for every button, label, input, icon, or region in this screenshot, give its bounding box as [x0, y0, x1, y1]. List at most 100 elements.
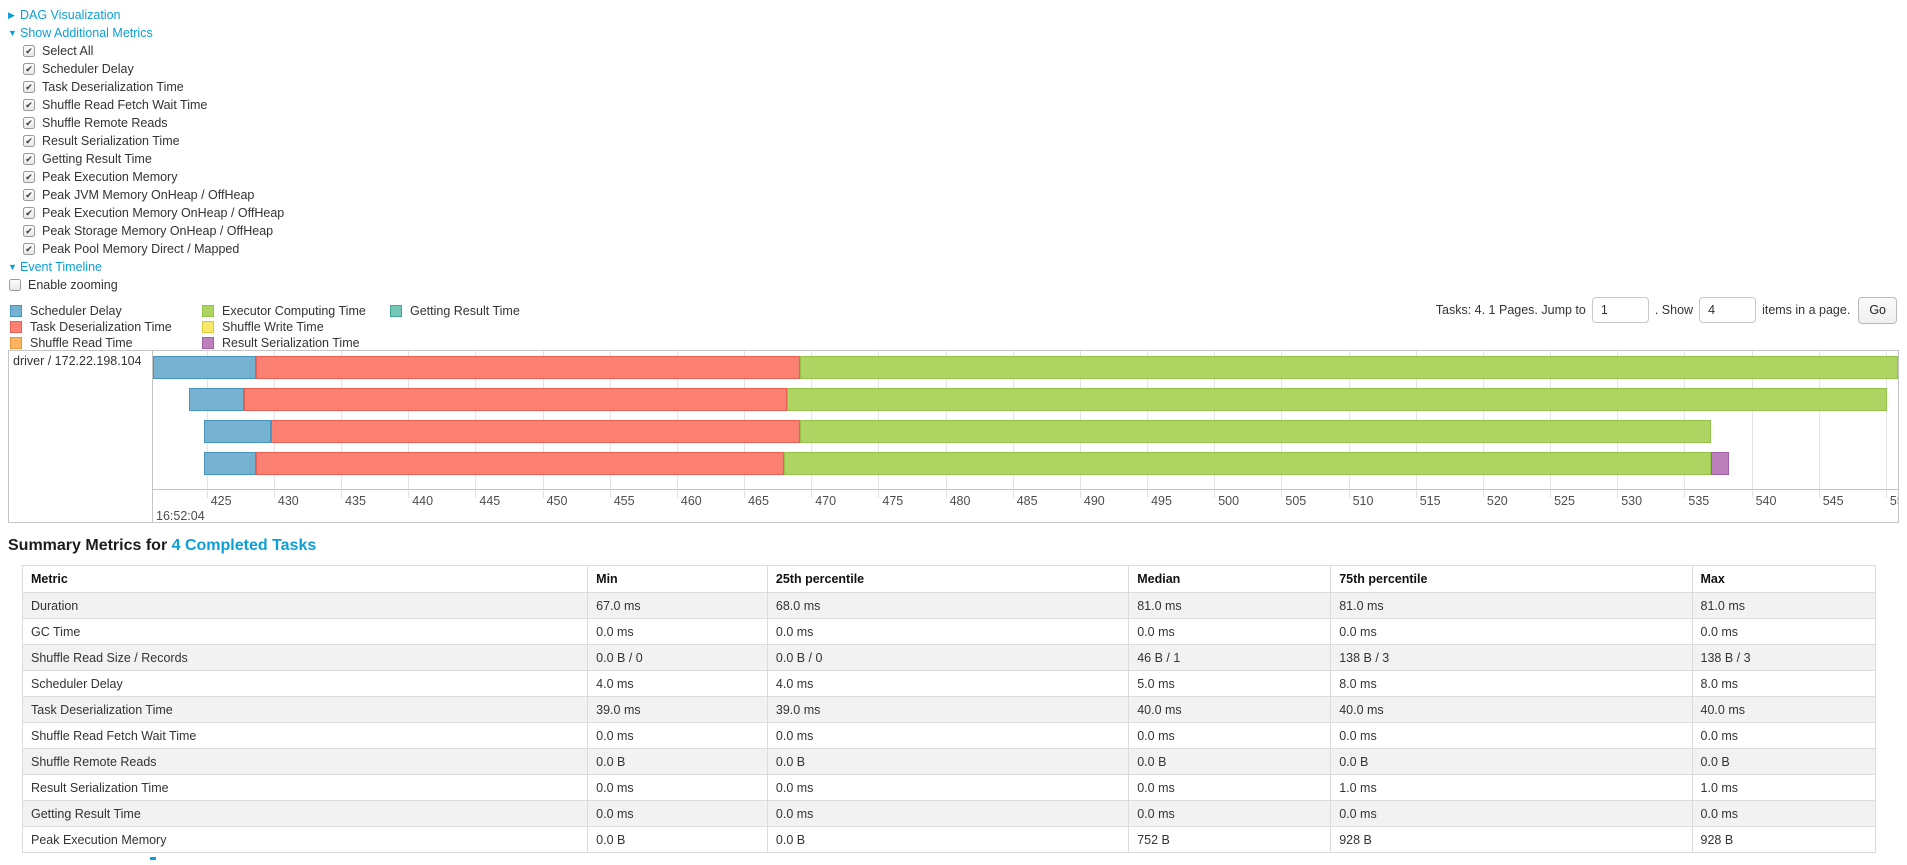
task-bar-segment-task-deserialization-time[interactable]: [271, 420, 801, 443]
task-bar-segment-scheduler-delay[interactable]: [204, 452, 257, 475]
checkbox-getting-result-time[interactable]: ✔: [23, 153, 35, 165]
timeline-gridline: [1885, 351, 1887, 489]
legend-label: Result Serialization Time: [222, 336, 360, 350]
task-bar-segment-executor-computing-time[interactable]: [784, 452, 1712, 475]
task-bar-segment-scheduler-delay[interactable]: [189, 388, 245, 411]
checkbox-peak-jvm-memory-onheap-offheap[interactable]: ✔: [23, 189, 35, 201]
checkbox-label-getting-result-time: Getting Result Time: [42, 152, 152, 166]
axis-tick-mark: [1482, 491, 1484, 498]
axis-tick-label: 475: [882, 494, 904, 508]
go-button[interactable]: Go: [1858, 296, 1897, 324]
column-header-75th-percentile: 75th percentile: [1330, 565, 1693, 593]
axis-tick-label: 455: [613, 494, 635, 508]
metric-checkbox-row: ✔ Shuffle Remote Reads: [23, 114, 1899, 132]
legend-item-getting-result-time: Getting Result Time: [390, 303, 520, 319]
legend-label: Shuffle Write Time: [222, 320, 324, 334]
metric-value-cell: 0.0 B / 0: [587, 644, 768, 671]
axis-tick-label: 530: [1621, 494, 1643, 508]
task-bar-segment-result-serialization-time[interactable]: [1711, 452, 1729, 475]
metric-checkbox-row: ✔ Getting Result Time: [23, 150, 1899, 168]
checkbox-result-serialization-time[interactable]: ✔: [23, 135, 35, 147]
dag-visualization-toggle[interactable]: ▶ DAG Visualization: [8, 6, 1899, 24]
metric-value-cell: 0.0 ms: [1691, 722, 1877, 749]
metric-value-cell: 0.0 ms: [1330, 722, 1693, 749]
checkbox-label-peak-pool-memory-direct-mapped: Peak Pool Memory Direct / Mapped: [42, 242, 240, 256]
show-additional-metrics-toggle[interactable]: ▼ Show Additional Metrics: [8, 24, 1899, 42]
checkbox-shuffle-remote-reads[interactable]: ✔: [23, 117, 35, 129]
checkbox-label-shuffle-read-fetch-wait-time: Shuffle Read Fetch Wait Time: [42, 98, 208, 112]
axis-tick-label: 520: [1486, 494, 1508, 508]
metric-value-cell: 0.0 ms: [587, 722, 768, 749]
metric-value-cell: 0.0 ms: [766, 774, 1130, 801]
checkbox-select-all[interactable]: ✔: [23, 45, 35, 57]
table-row-duration: Duration 67.0 ms 68.0 ms 81.0 ms 81.0 ms 81.0…: [21, 592, 1877, 619]
event-timeline-label: Event Timeline: [20, 260, 102, 274]
axis-tick-label: 515: [1419, 494, 1441, 508]
axis-tick-label: 450: [546, 494, 568, 508]
checkbox-peak-storage-memory-onheap-offheap[interactable]: ✔: [23, 225, 35, 237]
metric-value-cell: 0.0 ms: [587, 618, 768, 645]
legend-label: Task Deserialization Time: [30, 320, 172, 334]
metric-value-cell: 0.0 B: [766, 826, 1130, 853]
axis-tick-label: 500: [1218, 494, 1240, 508]
checkbox-label-peak-execution-memory: Peak Execution Memory: [42, 170, 178, 184]
checkbox-peak-pool-memory-direct-mapped[interactable]: ✔: [23, 243, 35, 255]
metric-value-cell: 138 B / 3: [1330, 644, 1693, 671]
metric-value-cell: 0.0 B / 0: [766, 644, 1130, 671]
column-header-25th-percentile: 25th percentile: [766, 565, 1130, 593]
completed-tasks-link[interactable]: 4 Completed Tasks: [171, 537, 317, 554]
jump-to-page-input[interactable]: [1591, 297, 1649, 323]
axis-tick-label: 490: [1083, 494, 1105, 508]
table-row-shuffle-read-size-records: Shuffle Read Size / Records 0.0 B / 0 0.0 …: [21, 644, 1877, 671]
timeline-gridline: [1818, 351, 1820, 489]
axis-tick-label: 540: [1755, 494, 1777, 508]
task-bar-segment-executor-computing-time[interactable]: [800, 420, 1712, 443]
metric-value-cell: 0.0 ms: [1128, 618, 1332, 645]
task-bar-segment-executor-computing-time[interactable]: [787, 388, 1888, 411]
metric-value-cell: 8.0 ms: [1330, 670, 1693, 697]
metric-value-cell: 0.0 ms: [766, 800, 1130, 827]
legend-swatch-icon: [10, 337, 22, 349]
checkbox-shuffle-read-fetch-wait-time[interactable]: ✔: [23, 99, 35, 111]
enable-zooming-checkbox[interactable]: [9, 279, 21, 291]
metric-checkbox-row: ✔ Result Serialization Time: [23, 132, 1899, 150]
axis-tick-mark: [542, 491, 544, 498]
metric-value-cell: 0.0 ms: [1128, 800, 1332, 827]
timeline-plot-area: [153, 351, 1898, 490]
metric-value-cell: 0.0 B: [587, 748, 768, 775]
task-bar-segment-task-deserialization-time[interactable]: [256, 356, 801, 379]
timeline-axis: 425 430 435 440 445 450 455 460 465 470 475 480 485 4…: [153, 491, 1898, 522]
checkbox-peak-execution-memory-onheap-offheap[interactable]: ✔: [23, 207, 35, 219]
metric-value-cell: 4.0 ms: [766, 670, 1130, 697]
axis-major-label: 16:52:04: [156, 509, 205, 522]
metric-value-cell: 4.0 ms: [587, 670, 768, 697]
axis-tick-mark: [1079, 491, 1081, 498]
task-bar-segment-executor-computing-time[interactable]: [800, 356, 1898, 379]
axis-tick-label: 550: [1889, 494, 1898, 508]
metric-value-cell: 40.0 ms: [1691, 696, 1877, 723]
items-per-page-input[interactable]: [1699, 297, 1757, 323]
checkbox-task-deserialization-time[interactable]: ✔: [23, 81, 35, 93]
legend-item-shuffle-write-time: Shuffle Write Time: [202, 319, 390, 335]
task-bar-segment-scheduler-delay[interactable]: [204, 420, 272, 443]
legend-item-scheduler-delay: Scheduler Delay: [10, 303, 202, 319]
checkbox-label-result-serialization-time: Result Serialization Time: [42, 134, 180, 148]
metric-name-cell: Shuffle Read Fetch Wait Time: [21, 722, 589, 749]
metric-value-cell: 81.0 ms: [1128, 592, 1332, 619]
metric-name-cell: Task Deserialization Time: [21, 696, 589, 723]
axis-tick-mark: [1684, 491, 1686, 498]
task-bar-segment-task-deserialization-time[interactable]: [256, 452, 785, 475]
metric-name-cell: GC Time: [21, 618, 589, 645]
table-row-shuffle-remote-reads: Shuffle Remote Reads 0.0 B 0.0 B 0.0 B 0.0 B…: [21, 748, 1877, 775]
chevron-right-icon: ▶: [8, 9, 15, 20]
checkbox-scheduler-delay[interactable]: ✔: [23, 63, 35, 75]
task-bar-segment-task-deserialization-time[interactable]: [244, 388, 788, 411]
axis-tick-mark: [744, 491, 746, 498]
event-timeline-toggle[interactable]: ▼ Event Timeline: [8, 258, 1899, 276]
axis-tick-label: 505: [1285, 494, 1307, 508]
column-header-metric: Metric: [21, 565, 589, 593]
timeline-header-zone: Scheduler Delay Task Deserialization Time…: [8, 294, 1899, 350]
checkbox-peak-execution-memory[interactable]: ✔: [23, 171, 35, 183]
table-row-result-serialization-time: Result Serialization Time 0.0 ms 0.0 ms 0.0…: [21, 774, 1877, 801]
task-bar-segment-scheduler-delay[interactable]: [153, 356, 257, 379]
